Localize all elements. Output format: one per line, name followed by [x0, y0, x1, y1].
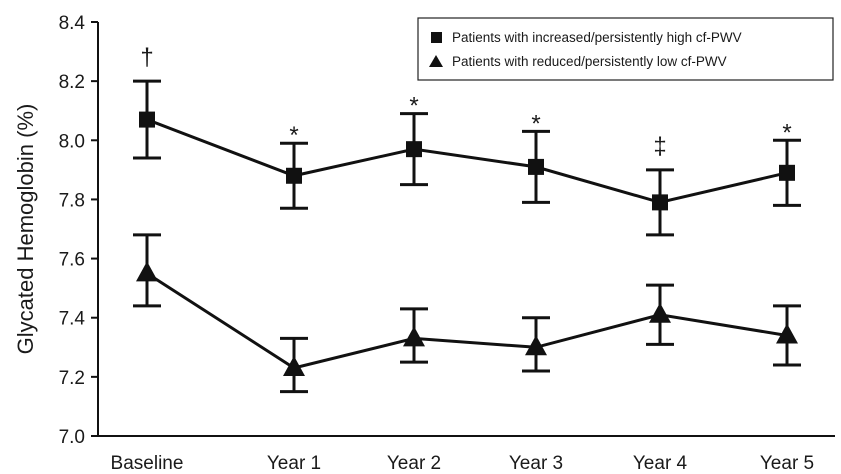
x-tick-label: Year 3 [509, 453, 563, 474]
x-tick-label: Year 4 [633, 453, 688, 474]
series-high-cf-pwv [133, 79, 801, 237]
significance-marker: * [289, 122, 298, 149]
legend-label-high: Patients with increased/persistently hig… [452, 30, 742, 45]
y-tick-label: 7.8 [59, 190, 85, 211]
x-ticks: Baseline Year 1 Year 2 Year 3 Year 4 Year 5 [111, 453, 815, 474]
x-tick-label: Baseline [111, 453, 184, 474]
y-tick-label: 8.0 [59, 131, 85, 152]
series-line [146, 272, 788, 370]
data-point-square [139, 111, 155, 128]
series-low-cf-pwv [133, 233, 801, 394]
legend-triangle-marker [429, 55, 443, 67]
significance-annotations: † * * * ‡ * [140, 44, 791, 160]
x-tick-label: Year 2 [387, 453, 441, 474]
data-point-triangle [776, 323, 798, 344]
x-tick-label: Year 1 [267, 453, 321, 474]
y-tick-label: 7.0 [59, 427, 85, 448]
significance-marker: † [140, 44, 153, 71]
y-tick-label: 7.6 [59, 250, 85, 271]
significance-marker: * [782, 119, 791, 146]
legend-box [417, 17, 834, 81]
series-line [146, 118, 788, 204]
data-point-triangle [136, 261, 158, 282]
data-point-square [406, 141, 422, 158]
data-point-triangle [403, 326, 425, 347]
data-point-square [528, 158, 544, 175]
legend: Patients with increased/persistently hig… [417, 17, 834, 81]
series-group [133, 79, 801, 394]
significance-marker: ‡ [653, 133, 666, 160]
data-point-triangle [649, 302, 671, 323]
legend-label-low: Patients with reduced/persistently low c… [452, 54, 727, 69]
significance-marker: * [409, 93, 418, 120]
axes [97, 22, 835, 437]
x-tick-label: Year 5 [760, 453, 814, 474]
significance-marker: * [531, 110, 540, 137]
data-point-square [286, 167, 302, 184]
legend-square-marker [431, 32, 442, 43]
y-tick-label: 8.2 [59, 72, 85, 93]
y-ticks: 7.0 7.2 7.4 7.6 7.8 8.0 8.2 8.4 [59, 13, 98, 448]
data-point-triangle [525, 335, 547, 356]
data-point-square [652, 194, 668, 211]
data-point-square [779, 164, 795, 181]
y-tick-label: 7.2 [59, 368, 85, 389]
y-tick-label: 7.4 [59, 309, 86, 330]
y-tick-label: 8.4 [59, 13, 86, 34]
data-point-triangle [283, 355, 305, 376]
y-axis-title: Glycated Hemoglobin (%) [13, 104, 38, 355]
